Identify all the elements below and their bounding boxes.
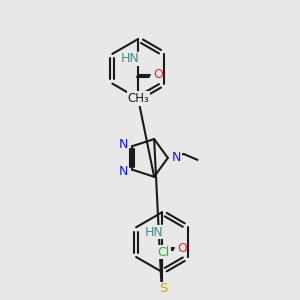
Text: O: O (177, 242, 187, 255)
Text: HN: HN (121, 52, 140, 65)
Text: Cl: Cl (158, 245, 170, 259)
Text: O: O (153, 68, 163, 81)
Text: CH₃: CH₃ (127, 92, 149, 105)
Text: N: N (172, 152, 182, 164)
Text: HN: HN (145, 226, 163, 239)
Text: N: N (118, 138, 128, 151)
Text: N: N (118, 165, 128, 178)
Text: S: S (159, 282, 167, 295)
